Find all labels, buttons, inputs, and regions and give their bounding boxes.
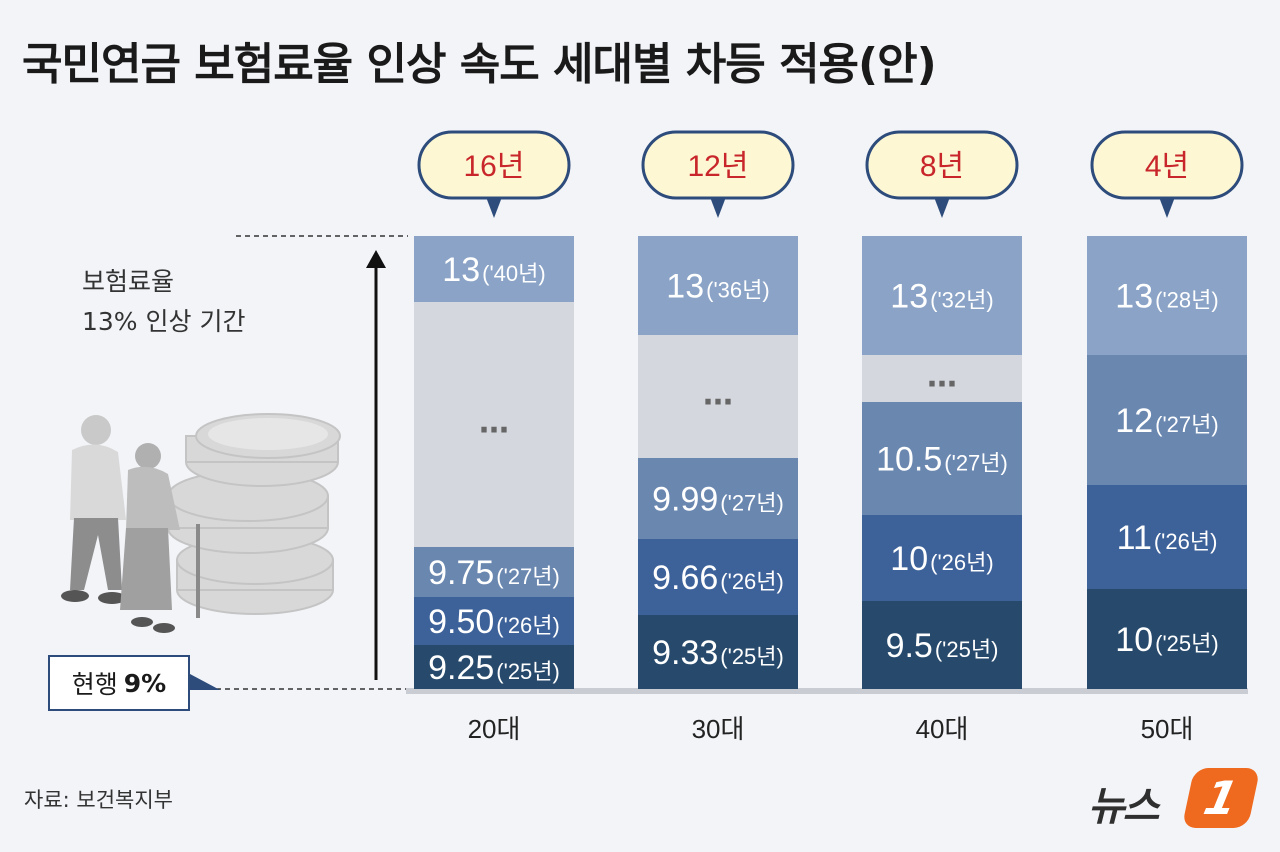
segment-label: 9.5('25년) (886, 627, 999, 665)
segment-rate-label: 13 (1115, 278, 1153, 316)
segment-rate-label: 9.99 (652, 481, 718, 519)
period-bubble-pointer (486, 197, 502, 218)
ellipsis-label: … (927, 360, 957, 395)
bar-gap-segment (414, 302, 574, 547)
segment-label: 11('26년) (1117, 519, 1218, 557)
bar-gap-segment (862, 355, 1022, 402)
current-rate-box: 현행 9% (48, 655, 190, 711)
chart-title: 국민연금 보험료율 인상 속도 세대별 차등 적용(안) (22, 39, 937, 90)
bar-segment (862, 402, 1022, 515)
bars-layer: 9.25('25년)9.50('26년)9.75('27년)…13('40년)1… (414, 130, 1247, 744)
segment-year-label: ('27년) (496, 564, 560, 589)
segment-label: 10('26년) (890, 540, 993, 578)
segment-year-label: ('27년) (720, 491, 784, 516)
current-box-pointer (190, 674, 220, 690)
bar-segment (414, 236, 574, 302)
period-bubble-pointer (934, 197, 950, 218)
bar-segment (638, 236, 798, 335)
period-label: 8년 (920, 150, 964, 183)
x-category-label: 30대 (692, 714, 745, 744)
segment-rate-label: 13 (890, 278, 928, 316)
source-note: 자료: 보건복지부 (24, 788, 173, 812)
segment-year-label: ('25년) (720, 644, 784, 669)
logo-text: 뉴스 (1088, 784, 1160, 830)
segment-rate-label: 13 (442, 251, 480, 289)
segment-year-label: ('32년) (930, 288, 994, 313)
bar-segment (638, 458, 798, 539)
segment-label: 13('32년) (890, 278, 993, 316)
segment-label: 10('25년) (1115, 621, 1218, 659)
bar-gap-segment (638, 335, 798, 458)
bar-segment (1087, 589, 1247, 689)
segment-label: 13('28년) (1115, 278, 1218, 316)
segment-rate-label: 10.5 (876, 441, 942, 479)
bar-segment (1087, 236, 1247, 355)
segment-label: 13('40년) (442, 251, 545, 289)
bar-segment (1087, 355, 1247, 485)
segment-year-label: ('40년) (482, 261, 546, 286)
period-label: 16년 (464, 150, 525, 183)
news1-logo: 뉴스 1 (1088, 766, 1261, 832)
period-bubble-pointer (710, 197, 726, 218)
bar-segment (862, 515, 1022, 601)
segment-year-label: ('28년) (1155, 288, 1219, 313)
x-category-label: 40대 (916, 714, 969, 744)
segment-year-label: ('26년) (720, 569, 784, 594)
y-axis-label: 보험료율 13% 인상 기간 (82, 262, 245, 342)
segment-rate-label: 11 (1117, 519, 1152, 557)
axis-arrow-head (366, 250, 386, 268)
segment-year-label: ('27년) (944, 451, 1008, 476)
segment-label: 13('36년) (666, 268, 769, 306)
segment-rate-label: 9.33 (652, 634, 718, 672)
ellipsis-label: … (703, 378, 733, 413)
segment-label: 12('27년) (1115, 402, 1218, 440)
period-label: 12년 (688, 150, 749, 183)
x-category-label: 50대 (1141, 714, 1194, 744)
bar-segment (414, 547, 574, 597)
bar-segment (862, 601, 1022, 689)
segment-rate-label: 9.66 (652, 559, 718, 597)
segment-year-label: ('27년) (1155, 412, 1219, 437)
bar-segment (1087, 485, 1247, 589)
segment-year-label: ('26년) (1154, 529, 1218, 554)
segment-rate-label: 9.75 (428, 554, 494, 592)
segment-label: 9.33('25년) (652, 634, 784, 672)
current-rate-label: 현행 (71, 670, 118, 699)
bar-segment (638, 539, 798, 615)
segment-label: 9.25('25년) (428, 649, 560, 687)
segment-rate-label: 10 (1115, 621, 1153, 659)
x-category-label: 20대 (468, 714, 521, 744)
bar-segment (414, 645, 574, 689)
segment-year-label: ('25년) (935, 637, 999, 662)
segment-year-label: ('26년) (496, 613, 560, 638)
floor-shadow (406, 688, 1248, 694)
segment-rate-label: 12 (1115, 402, 1153, 440)
segment-label: 9.66('26년) (652, 559, 784, 597)
segment-label: 9.99('27년) (652, 481, 784, 519)
segment-rate-label: 9.5 (886, 627, 933, 665)
segment-year-label: ('25년) (1155, 631, 1219, 656)
segment-label: 10.5('27년) (876, 441, 1008, 479)
bar-segment (862, 236, 1022, 355)
ellipsis-label: … (479, 406, 509, 441)
segment-rate-label: 9.25 (428, 649, 494, 687)
bar-segment (638, 615, 798, 689)
current-rate-value: 9% (123, 668, 167, 698)
bar-segment (414, 597, 574, 645)
segment-year-label: ('25년) (496, 659, 560, 684)
segment-label: 9.75('27년) (428, 554, 560, 592)
segment-rate-label: 9.50 (428, 603, 494, 641)
segment-rate-label: 10 (890, 540, 928, 578)
elderly-couple-coins-illustration (61, 413, 341, 633)
y-axis-label-line2: 13% 인상 기간 (82, 307, 246, 336)
period-bubble-pointer (1159, 197, 1175, 218)
segment-label: 9.50('26년) (428, 603, 560, 641)
period-label: 4년 (1145, 150, 1189, 183)
logo-badge: 1 (1181, 768, 1261, 828)
segment-year-label: ('36년) (706, 278, 770, 303)
y-axis-label-line1: 보험료율 (82, 267, 175, 296)
segment-rate-label: 13 (666, 268, 704, 306)
segment-year-label: ('26년) (930, 550, 994, 575)
